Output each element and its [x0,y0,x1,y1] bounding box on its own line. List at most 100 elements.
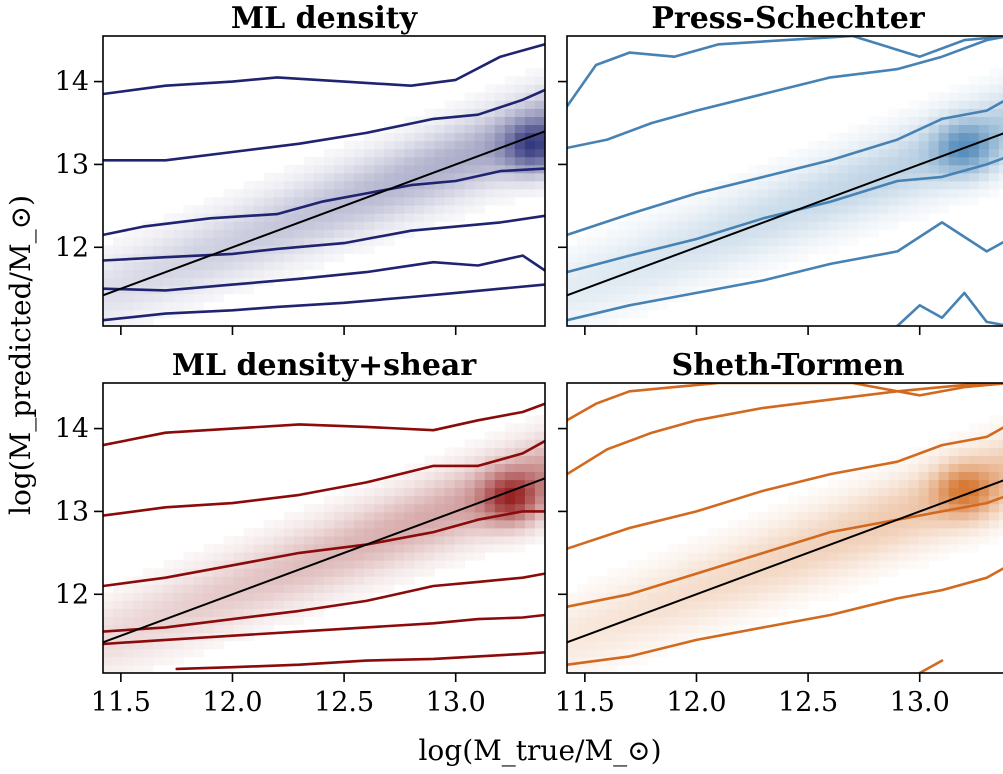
density-cell [233,245,245,254]
density-cell [173,616,184,626]
density-cell [637,600,648,609]
density-cell [808,197,819,206]
density-cell [958,439,970,448]
density-cell [313,592,325,601]
density-cell [798,237,809,246]
density-cell [414,544,425,553]
density-cell [344,205,355,214]
density-cell [818,205,829,214]
density-cell [908,455,919,464]
density-cell [183,648,194,658]
density-cell [293,269,305,279]
density-cell [828,479,839,489]
density-cell [504,455,516,464]
density-cell [434,189,445,198]
density-cell [868,156,879,166]
density-cell [233,544,245,553]
density-cell [657,648,668,658]
density-cell [534,140,545,150]
density-cell [868,487,879,497]
density-cell [978,495,990,505]
density-cell [153,301,164,311]
density-cell [848,536,859,545]
density-cell [153,584,164,593]
density-cell [324,592,335,601]
density-cell [617,277,628,287]
density-cell [808,544,819,553]
density-cell [434,148,445,158]
density-cell [767,213,779,222]
density-cell [374,221,385,230]
density-cell [474,495,486,505]
density-cell [737,519,749,529]
density-cell [454,463,466,473]
density-cell [213,568,224,577]
density-cell [424,544,435,553]
density-cell [968,495,980,505]
density-cell [978,84,990,93]
density-cell [334,172,345,182]
density-cell [878,560,889,569]
density-cell [988,68,1000,77]
density-cell [344,528,355,537]
density-cell [777,237,789,246]
density-cell [798,519,809,529]
density-cell [697,229,709,238]
density-cell [838,528,849,537]
density-cell [988,528,1000,537]
density-cell [998,415,1003,424]
density-cell [677,552,688,561]
density-cell [424,495,435,505]
density-cell [354,536,365,545]
density-cell [153,648,164,658]
density-cell [203,197,214,206]
density-cell [293,584,305,593]
density-cell [607,608,618,618]
density-cell [223,600,234,609]
density-cell [534,423,545,432]
density-cell [938,471,950,481]
density-cell [978,76,990,85]
density-cell [667,568,678,577]
density-cell [203,269,214,279]
density-cell [637,237,648,246]
density-cell [838,148,849,158]
density-cell [627,285,638,295]
density-cell [173,560,184,569]
density-cell [828,584,839,593]
density-cell [687,536,698,545]
density-cell [908,479,919,489]
density-cell [717,544,729,553]
density-cell [223,560,234,569]
density-cell [223,261,234,271]
density-cell [434,511,445,521]
density-cell [968,439,980,448]
density-cell [938,536,950,545]
density-cell [534,68,545,77]
density-cell [163,277,174,287]
density-cell [454,511,466,521]
density-cell [928,519,940,529]
density-cell [193,229,204,238]
density-cell [293,568,305,577]
density-cell [938,503,950,513]
density-cell [918,479,930,489]
density-cell [587,664,598,673]
density-cell [133,584,144,593]
density-cell [757,568,769,577]
density-cell [424,455,435,464]
density-cell [303,584,315,593]
density-cell [717,221,729,230]
density-cell [243,221,255,230]
density-cell [958,172,970,182]
density-cell [133,309,144,319]
density-cell [657,245,668,254]
density-cell [747,245,759,254]
density-cell [344,148,355,158]
density-cell [334,560,345,569]
density-cell [828,245,839,254]
density-cell [293,172,305,182]
density-cell [293,237,305,246]
density-cell [424,172,435,182]
density-cell [567,640,578,650]
